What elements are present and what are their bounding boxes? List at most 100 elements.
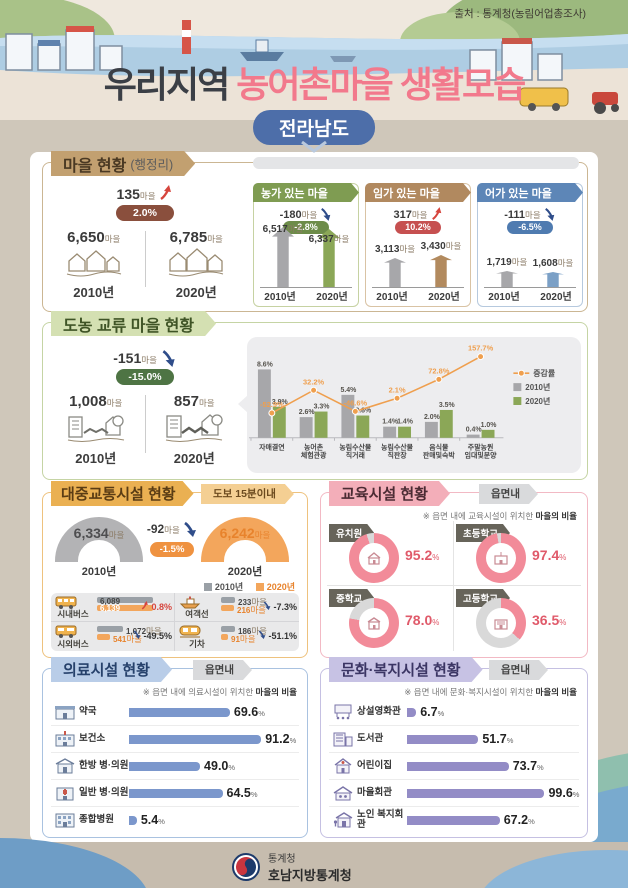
svg-text:농림수산물: 농림수산물 <box>381 443 414 452</box>
region-badge: 전라남도 <box>253 110 375 145</box>
education-cell-kindergarten: 유치원 95.2% <box>327 521 454 586</box>
medical-row-oriental-clinic: 한방 병·의원 49.0% <box>51 753 299 780</box>
senior-center-icon <box>333 812 353 828</box>
svg-text:-52.9%: -52.9% <box>260 400 284 409</box>
header-extension-bar <box>253 157 579 169</box>
svg-text:주말농원: 주말농원 <box>468 443 494 452</box>
down-arrow-icon <box>544 208 555 221</box>
urban-rural-exchange-icon <box>67 415 124 442</box>
culture-note: ※ 읍면 내에 문화·복지시설이 위치한 마을의 비율 <box>404 687 577 697</box>
section-village-status: 마을 현황 (행정리) 135마을 2.0% 6,650마을 <box>42 162 588 312</box>
village-total-block: 135마을 2.0% 6,650마을 2010년 <box>43 163 247 311</box>
svg-text:직판장: 직판장 <box>388 451 408 460</box>
bar-2010 <box>496 271 518 287</box>
village-houses-icon <box>169 248 224 277</box>
elementary-school-donut-chart <box>476 533 526 583</box>
transport-change: -92마을 -1.5% <box>143 521 201 557</box>
culture-row-daycare: 어린이집 73.7% <box>329 753 579 780</box>
section-title-medical: 의료시설 현황 <box>51 657 172 682</box>
transport-row-intercity-bus: 시외버스 1,072마을 541마을 -49.5% <box>51 622 175 651</box>
up-arrow-icon <box>160 185 172 200</box>
svg-text:2.6%: 2.6% <box>299 409 315 416</box>
down-arrow-icon <box>321 208 331 221</box>
clinic-icon <box>56 787 74 801</box>
svg-text:직거래: 직거래 <box>346 451 365 460</box>
svg-text:판매및숙박: 판매및숙박 <box>423 451 456 460</box>
culture-row-cinema: 상설영화관 6.7% <box>329 699 579 726</box>
gauge-2020 <box>201 517 289 562</box>
exchange-chart-panel: 8.6% 3.9% 자매결연 2.6% 3.3% 농어촌 체험관광 5.4% 2.8% 농림수산물… <box>238 337 581 473</box>
down-arrow-icon <box>258 630 266 639</box>
section-title-education: 교육시설 현황 <box>329 481 450 506</box>
page-title: 우리지역 농어촌마을 생활모습 <box>0 56 628 108</box>
svg-text:농어촌: 농어촌 <box>304 443 324 452</box>
agency-name: 호남지방통계청 <box>268 868 352 883</box>
total-change-pct: 2.0% <box>116 205 174 221</box>
section-title-culture: 문화·복지시설 현황 <box>329 657 483 682</box>
title-prefix: 우리지역 <box>103 64 230 105</box>
title-main: 농어촌마을 생활모습 <box>236 64 526 105</box>
education-cell-elementary: 초등학교 97.4% <box>454 521 581 586</box>
medical-row-pharmacy: 약국 69.6% <box>51 699 299 726</box>
section-title-village: 마을 현황 (행정리) <box>51 151 195 176</box>
panel-forestry-villages: 임가 있는 마을 317마을 10.2% 3,113마을 3,430마을 201… <box>365 183 471 307</box>
culture-row-senior-center: 노인 복지회관 67.2% <box>329 807 579 833</box>
section-medical: 의료시설 현황 읍면내 ※ 읍면 내에 의료시설이 위치한 마을의 비율 약국 … <box>42 668 308 838</box>
svg-text:3.5%: 3.5% <box>439 402 455 409</box>
middle-school-icon <box>367 616 381 630</box>
daycare-icon <box>334 758 352 774</box>
svg-text:1.4%: 1.4% <box>397 419 413 426</box>
svg-text:2.8%: 2.8% <box>355 408 371 415</box>
divider <box>144 231 146 287</box>
divider <box>144 395 146 453</box>
general-hospital-bar <box>129 815 137 825</box>
total-year-blocks: 6,650마을 2010년 6,785마을 <box>43 229 247 301</box>
section-subtitle: (행정리) <box>130 158 174 172</box>
library-icon <box>333 732 353 747</box>
svg-text:2.0%: 2.0% <box>424 414 440 421</box>
culture-badge: 읍면내 <box>489 660 548 680</box>
culture-row-village-hall: 마을회관 99.6% <box>329 780 579 807</box>
svg-text:2.1%: 2.1% <box>389 385 406 394</box>
elementary-school-icon <box>494 551 508 565</box>
down-arrow-icon <box>184 521 197 537</box>
kindergarten-donut-chart <box>349 533 399 583</box>
transport-badge: 도보 15분이내 <box>201 484 294 504</box>
health-center-icon <box>55 731 75 747</box>
up-arrow-icon <box>431 207 441 220</box>
panel-fishing-villages: 어가 있는 마을 -111마을 -6.5% 1,719마을 1,608마을 20… <box>477 183 583 307</box>
medical-row-general-hospital: 종합병원 5.4% <box>51 807 299 833</box>
exchange-change-pct: -15.0% <box>116 369 174 385</box>
svg-text:음식물: 음식물 <box>429 443 449 452</box>
svg-text:72.8%: 72.8% <box>428 366 449 375</box>
high-school-icon <box>494 618 508 630</box>
urban-rural-exchange-icon <box>166 414 223 442</box>
cinema-icon <box>334 704 352 720</box>
bar-2020 <box>542 272 564 287</box>
medical-row-clinic: 일반 병·의원 64.5% <box>51 780 299 807</box>
svg-text:8.6%: 8.6% <box>257 361 273 368</box>
education-cell-middle: 중학교 78.0% <box>327 586 454 651</box>
exchange-2010: 1,008마을 2010년 <box>47 393 145 467</box>
oriental-clinic-bar <box>129 761 201 771</box>
pharmacy-icon <box>55 706 75 720</box>
svg-text:체험관광: 체험관광 <box>301 451 327 460</box>
svg-text:5.4%: 5.4% <box>340 387 356 394</box>
bar-2010 <box>384 258 406 287</box>
svg-text:32.2%: 32.2% <box>303 377 324 386</box>
general-hospital-icon <box>55 813 75 828</box>
medical-badge: 읍면내 <box>193 660 252 680</box>
svg-text:자매결연: 자매결연 <box>259 443 285 452</box>
section-title-transport: 대중교통시설 현황 <box>51 481 194 506</box>
up-arrow-icon <box>141 601 148 610</box>
agency-name-small: 통계청 <box>268 854 296 865</box>
total-2010: 6,650마을 2010년 <box>43 229 145 301</box>
down-arrow-icon <box>263 601 271 610</box>
medical-note: ※ 읍면 내에 의료시설이 위치한 마을의 비율 <box>142 687 297 697</box>
city-bus-icon <box>55 596 77 609</box>
svg-text:157.7%: 157.7% <box>468 344 494 353</box>
transport-row-ferry: 여객선 233마을 216마을 -7.3% <box>175 593 299 622</box>
svg-text:3.9%: 3.9% <box>272 399 288 406</box>
